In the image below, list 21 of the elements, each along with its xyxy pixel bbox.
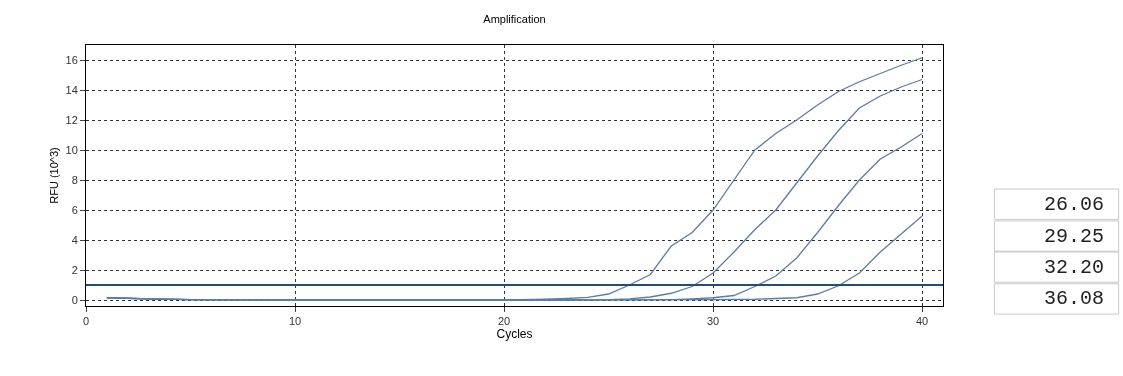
text: 29.25: [1044, 225, 1105, 248]
y-tick-label: 6: [71, 203, 78, 216]
x-tick-label: 40: [915, 315, 929, 328]
x-axis-title: Cycles: [496, 327, 533, 342]
text: 32.20: [1044, 256, 1105, 279]
x-tick-label: 20: [497, 315, 511, 328]
y-tick-label: 4: [71, 233, 78, 246]
y-tick-label: 10: [65, 143, 78, 156]
y-tick-label: 0: [71, 293, 78, 306]
x-tick-label: 0: [82, 315, 90, 328]
y-tick-label: 12: [65, 113, 78, 126]
x-tick-label: 10: [288, 315, 302, 328]
y-tick-label: 16: [65, 53, 78, 66]
y-tick-label: 14: [65, 83, 78, 96]
x-tick-label: 30: [706, 315, 720, 328]
y-tick-label: 2: [71, 263, 78, 276]
chart-title: Amplification: [483, 12, 546, 25]
text: 26.06: [1044, 193, 1105, 216]
y-tick-label: 8: [71, 173, 78, 186]
y-axis-title: RFU (10^3): [48, 147, 61, 204]
text: 36.08: [1044, 287, 1105, 310]
